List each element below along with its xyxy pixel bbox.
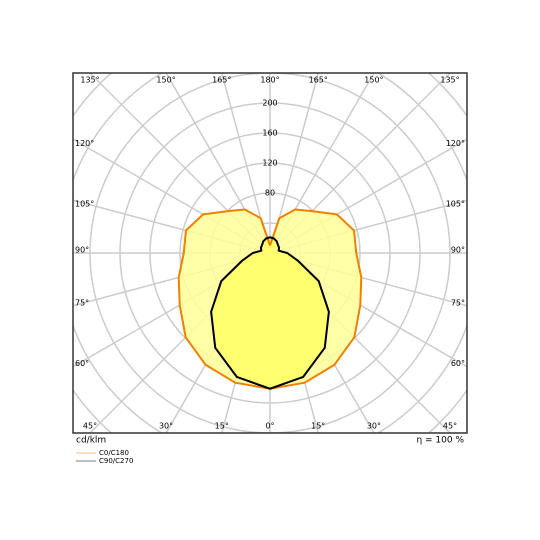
angle-label: 150°: [364, 76, 383, 85]
r-tick-label: 120: [262, 159, 277, 168]
legend-label: C0/C180: [99, 449, 129, 457]
area: [211, 237, 270, 389]
angle-label: 0°: [265, 422, 274, 431]
angle-label: 105°: [75, 200, 94, 209]
frame: [72, 72, 468, 434]
area: [270, 237, 329, 389]
curve: [177, 208, 271, 390]
angle-label: 165°: [309, 76, 328, 85]
curve: [210, 236, 271, 390]
angle-label: 30°: [367, 422, 381, 431]
r-tick-label: 200: [262, 99, 277, 108]
r-tick-label: 80: [265, 189, 275, 198]
angle-label: 45°: [83, 422, 97, 431]
r-tick-label: 160: [262, 129, 277, 138]
angle-label: 15°: [311, 422, 325, 431]
unit-label: cd/klm: [76, 436, 106, 446]
curve: [269, 236, 330, 390]
angle-label: 75°: [75, 298, 89, 307]
angle-label: 45°: [443, 422, 457, 431]
angle-label: 135°: [80, 76, 99, 85]
angle-label: 135°: [440, 76, 459, 85]
curve: [269, 208, 363, 390]
angle-label: 90°: [451, 246, 465, 255]
angle-label: 180°: [260, 76, 279, 85]
angle-label: 120°: [75, 139, 94, 148]
angle-label: 60°: [75, 359, 89, 368]
angle-label: 60°: [451, 359, 465, 368]
legend-label: C90/C270: [99, 457, 133, 465]
angle-label: 30°: [159, 422, 173, 431]
efficiency-label: η = 100 %: [416, 436, 464, 446]
angle-label: 105°: [446, 200, 465, 209]
labels: 0° 15° 15° 30° 30° 45° 45° 60° 60° 75° 75° 90° 90° 10…: [75, 76, 465, 431]
angle-label: 150°: [156, 76, 175, 85]
angle-label: 120°: [446, 139, 465, 148]
angle-label: 15°: [215, 422, 229, 431]
angle-label: 165°: [212, 76, 231, 85]
curves: [177, 208, 363, 390]
angle-label: 75°: [451, 298, 465, 307]
angle-label: 90°: [75, 246, 89, 255]
